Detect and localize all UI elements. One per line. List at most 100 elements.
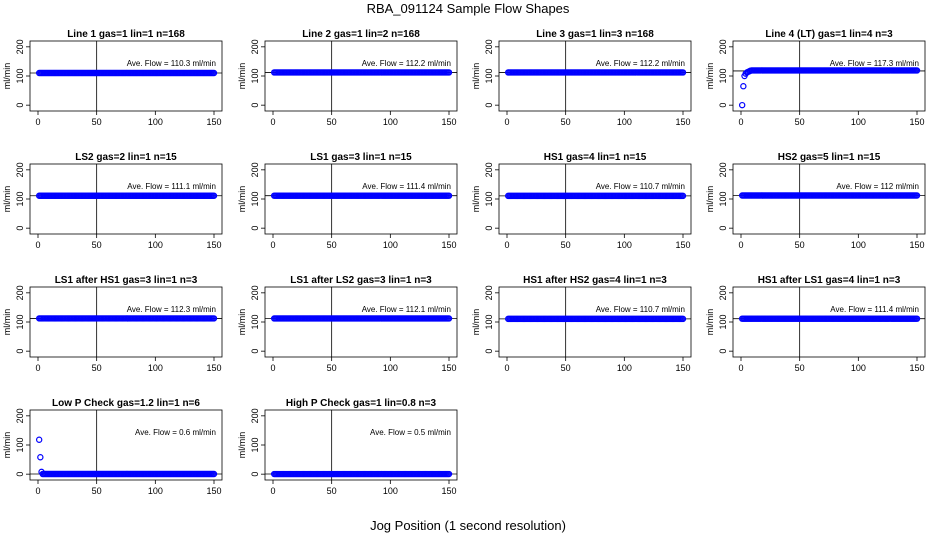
panel: HS1 gas=4 lin=1 n=15 ml/min 0 100 200 0 50 100 1… (471, 152, 692, 250)
average-flow-annotation: Ave. Flow = 112.3 ml/min (127, 305, 216, 314)
y-tick-label: 0 (718, 226, 728, 231)
x-tick-label: 0 (504, 363, 509, 373)
panel: LS1 after LS2 gas=3 lin=1 n=3 ml/min 0 100 2… (237, 275, 458, 373)
panel: LS1 after HS1 gas=3 lin=1 n=3 ml/min 0 100 2… (2, 275, 223, 373)
average-flow-annotation: Ave. Flow = 112.1 ml/min (362, 305, 451, 314)
y-tick-label: 200 (15, 408, 25, 423)
plot-frame (29, 409, 223, 481)
plot-frame (29, 286, 223, 358)
y-tick-label: 100 (250, 68, 260, 83)
y-tick-label: 0 (250, 103, 260, 108)
y-tick-label: 0 (484, 226, 494, 231)
x-tick-label: 0 (270, 363, 275, 373)
panel-title: Line 1 gas=1 lin=1 n=168 (67, 29, 185, 40)
y-tick-label: 0 (250, 226, 260, 231)
y-tick-label: 100 (718, 68, 728, 83)
data-point (740, 83, 747, 90)
y-tick-label: 200 (250, 408, 260, 423)
y-tick-label: 0 (15, 349, 25, 354)
y-tick-label: 100 (484, 68, 494, 83)
x-tick-label: 50 (795, 117, 805, 127)
data-point (445, 69, 453, 76)
panel: Line 1 gas=1 lin=1 n=168 ml/min 0 100 200 0 50… (2, 29, 223, 127)
panel: Line 4 (LT) gas=1 lin=4 n=3 ml/min 0 100 200… (705, 29, 926, 127)
x-tick-label: 150 (206, 240, 221, 250)
x-tick-label: 150 (441, 117, 456, 127)
panel-title: LS1 after LS2 gas=3 lin=1 n=3 (290, 275, 432, 286)
y-axis-label: ml/min (471, 63, 481, 90)
x-tick-label: 100 (617, 240, 632, 250)
y-axis-label: ml/min (237, 63, 247, 90)
x-tick-label: 100 (383, 240, 398, 250)
x-tick-label: 0 (270, 117, 275, 127)
x-tick-label: 0 (270, 240, 275, 250)
average-flow-annotation: Ave. Flow = 111.1 ml/min (127, 182, 216, 191)
y-tick-label: 100 (718, 191, 728, 206)
x-tick-label: 150 (909, 363, 924, 373)
panel: High P Check gas=1 lin=0.8 n=3 ml/min 0 100… (237, 398, 458, 496)
panel: HS1 after LS1 gas=4 lin=1 n=3 ml/min 0 100 2… (705, 275, 926, 373)
y-tick-label: 200 (484, 285, 494, 300)
x-tick-label: 150 (675, 117, 690, 127)
y-tick-label: 200 (718, 285, 728, 300)
data-point (913, 192, 921, 199)
plot-frame (732, 40, 926, 112)
x-tick-label: 50 (327, 117, 337, 127)
data-point (679, 192, 687, 200)
panel: HS1 after HS2 gas=4 lin=1 n=3 ml/min 0 100 2… (471, 275, 692, 373)
y-tick-label: 200 (484, 39, 494, 54)
data-point (35, 436, 43, 443)
y-tick-label: 100 (15, 68, 25, 83)
y-axis-label: ml/min (705, 186, 715, 213)
x-tick-label: 100 (383, 117, 398, 127)
panel-title: HS1 gas=4 lin=1 n=15 (544, 152, 647, 163)
x-tick-label: 50 (795, 240, 805, 250)
x-tick-label: 50 (92, 117, 102, 127)
y-tick-label: 0 (718, 103, 728, 108)
panel-title: LS1 gas=3 lin=1 n=15 (310, 152, 412, 163)
x-tick-label: 150 (206, 486, 221, 496)
average-flow-annotation: Ave. Flow = 111.4 ml/min (362, 182, 451, 191)
x-tick-label: 150 (675, 240, 690, 250)
x-tick-label: 50 (561, 240, 571, 250)
x-tick-label: 150 (675, 363, 690, 373)
panel: HS2 gas=5 lin=1 n=15 ml/min 0 100 200 0 50 100 1… (705, 152, 926, 250)
data-point (913, 315, 921, 322)
x-tick-label: 50 (92, 240, 102, 250)
y-tick-label: 200 (250, 162, 260, 177)
y-tick-label: 100 (15, 437, 25, 452)
x-tick-label: 100 (148, 117, 163, 127)
y-axis-label: ml/min (237, 309, 247, 336)
average-flow-annotation: Ave. Flow = 112 ml/min (836, 182, 919, 191)
y-axis-label: ml/min (2, 309, 12, 336)
panel-title: HS1 after HS2 gas=4 lin=1 n=3 (523, 275, 667, 286)
x-tick-label: 50 (92, 363, 102, 373)
y-tick-label: 0 (250, 349, 260, 354)
y-tick-label: 100 (250, 314, 260, 329)
y-tick-label: 0 (718, 349, 728, 354)
average-flow-annotation: Ave. Flow = 0.6 ml/min (135, 428, 216, 437)
x-tick-label: 100 (383, 363, 398, 373)
x-tick-label: 100 (851, 363, 866, 373)
x-tick-label: 100 (617, 117, 632, 127)
average-flow-annotation: Ave. Flow = 110.3 ml/min (127, 59, 216, 68)
x-tick-label: 150 (441, 486, 456, 496)
figure-x-axis-label: Jog Position (1 second resolution) (370, 518, 566, 533)
y-axis-label: ml/min (2, 186, 12, 213)
x-tick-label: 100 (383, 486, 398, 496)
y-tick-label: 100 (484, 314, 494, 329)
x-tick-label: 0 (35, 363, 40, 373)
y-axis-label: ml/min (237, 432, 247, 459)
x-tick-label: 0 (504, 117, 509, 127)
x-tick-label: 0 (35, 240, 40, 250)
data-point (445, 315, 453, 322)
y-tick-label: 100 (718, 314, 728, 329)
plot-frame (264, 409, 458, 481)
y-tick-label: 0 (15, 226, 25, 231)
data-point (679, 315, 687, 323)
x-tick-label: 150 (909, 117, 924, 127)
x-tick-label: 150 (441, 240, 456, 250)
panel-title: Line 3 gas=1 lin=3 n=168 (536, 29, 654, 40)
y-tick-label: 100 (250, 437, 260, 452)
